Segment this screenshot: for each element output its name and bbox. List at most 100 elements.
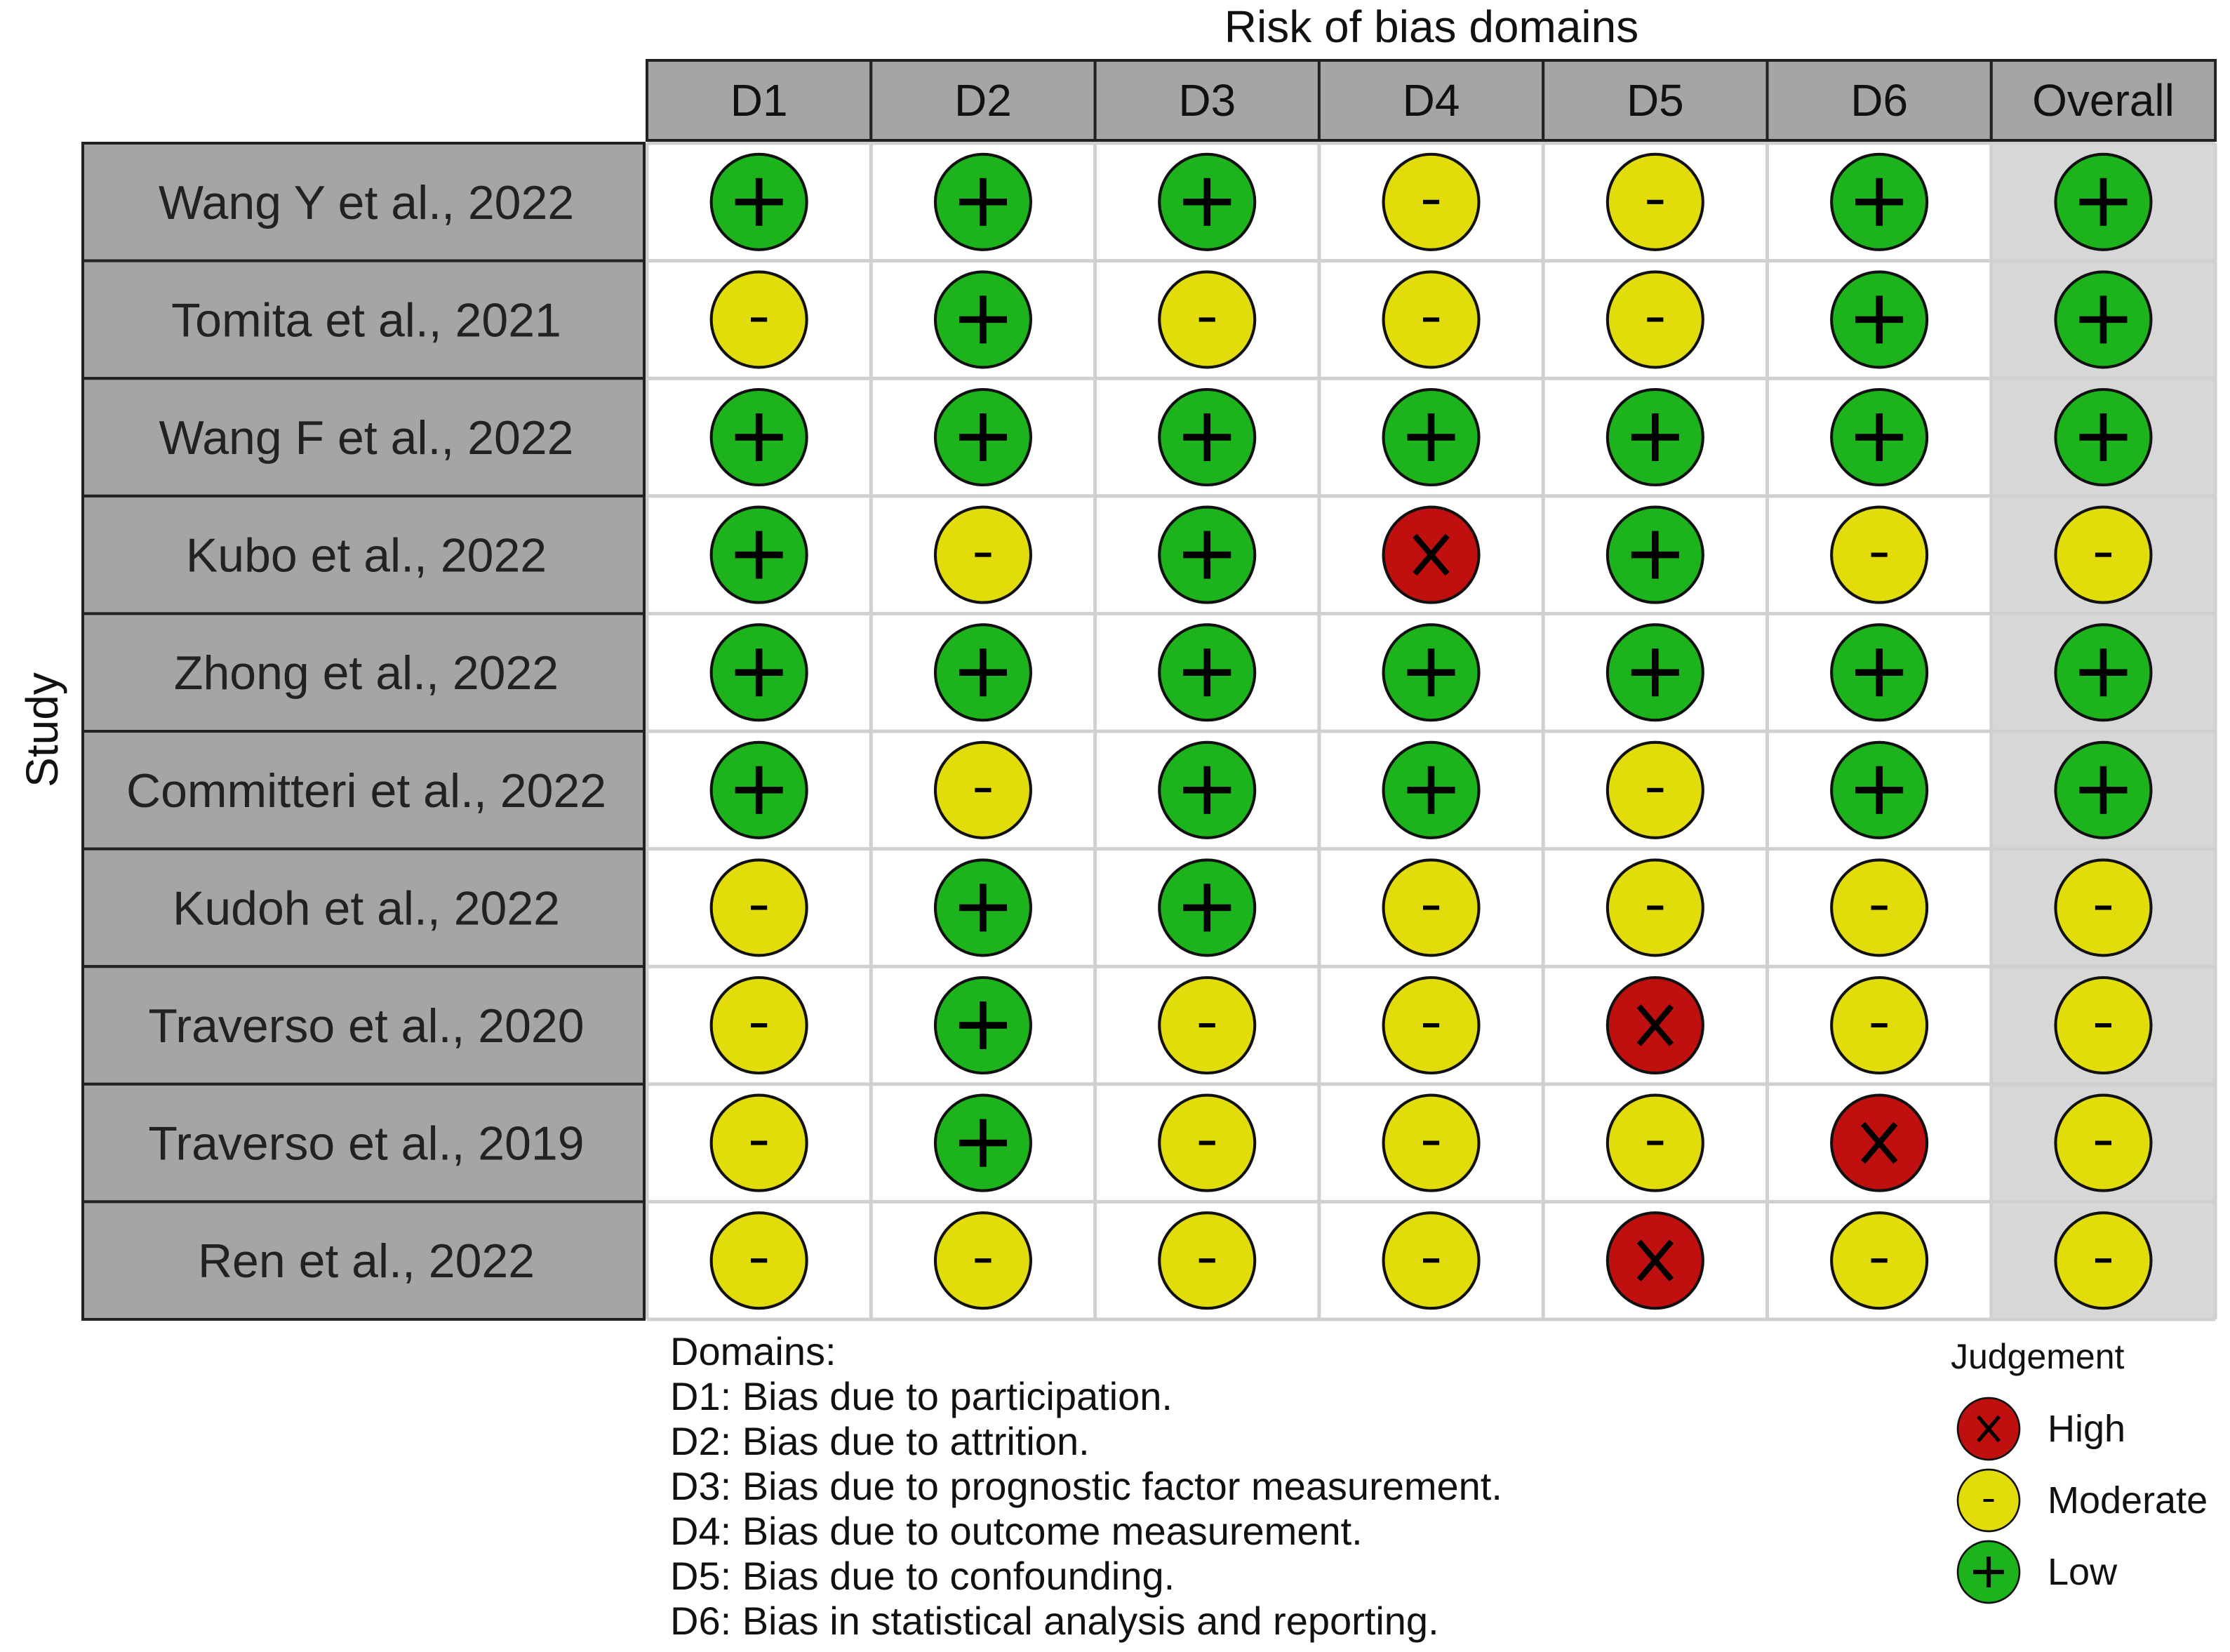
domains-heading: Domains: bbox=[670, 1329, 836, 1373]
column-header-cell bbox=[646, 59, 873, 142]
legend-low-mark bbox=[1956, 1540, 2021, 1604]
judgement-marks bbox=[709, 152, 2153, 1310]
judgement-low-mark bbox=[933, 1093, 1032, 1192]
study-label: Kubo et al., 2022 bbox=[186, 529, 547, 582]
x-symbol-b bbox=[1636, 1239, 1674, 1282]
domain-definition: D1: Bias due to participation. bbox=[670, 1374, 1173, 1418]
domain-definition: D5: Bias due to confounding. bbox=[670, 1554, 1175, 1598]
judgement-moderate-mark bbox=[1830, 1211, 1929, 1310]
column-header-label: D4 bbox=[1403, 75, 1460, 126]
column-header-label: D2 bbox=[954, 75, 1012, 126]
judgement-moderate-mark bbox=[1158, 975, 1257, 1075]
study-label-cell bbox=[81, 1200, 646, 1321]
legend-label: High bbox=[2048, 1408, 2125, 1450]
x-symbol-b bbox=[1860, 1121, 1898, 1164]
judgement-moderate-mark bbox=[1830, 975, 1929, 1075]
legend-label: Moderate bbox=[2048, 1479, 2208, 1521]
judgement-moderate-mark bbox=[709, 858, 808, 957]
judgement-low-mark bbox=[933, 975, 1032, 1075]
judgement-low-mark bbox=[1158, 623, 1257, 722]
judgement-low-mark bbox=[709, 623, 808, 722]
judgement-moderate-mark bbox=[1605, 740, 1704, 839]
y-axis-label: Study bbox=[17, 672, 67, 787]
judgement-moderate-mark bbox=[2054, 1211, 2153, 1310]
judgement-moderate-mark bbox=[1605, 858, 1704, 957]
domain-definition: D4: Bias due to outcome measurement. bbox=[670, 1509, 1363, 1553]
column-header-label: D3 bbox=[1178, 75, 1236, 126]
judgement-low-mark bbox=[1830, 740, 1929, 839]
judgement-moderate-mark bbox=[1382, 975, 1481, 1075]
column-headers: D1 D2 D3 D4 D5 D6 Overall bbox=[646, 59, 2217, 142]
judgement-low-mark bbox=[933, 270, 1032, 369]
x-symbol-b bbox=[1977, 1415, 2001, 1443]
judgement-high-mark bbox=[1605, 975, 1704, 1075]
column-header-label: D5 bbox=[1627, 75, 1684, 126]
study-label: Tomita et al., 2021 bbox=[171, 293, 561, 347]
judgement-low-mark bbox=[1830, 152, 1929, 251]
judgement-low-mark bbox=[709, 505, 808, 604]
judgement-moderate-mark bbox=[1158, 270, 1257, 369]
judgement-low-mark bbox=[1830, 387, 1929, 487]
judgement-low-mark bbox=[2054, 740, 2153, 839]
chart-title: Risk of bias domains bbox=[1224, 1, 1638, 52]
judgement-low-mark bbox=[1382, 623, 1481, 722]
judgement-moderate-mark bbox=[1382, 152, 1481, 251]
domain-definition: D6: Bias in statistical analysis and rep… bbox=[670, 1599, 1439, 1643]
judgement-moderate-mark bbox=[933, 1211, 1032, 1310]
column-header-label: D6 bbox=[1850, 75, 1908, 126]
study-label: Traverso et al., 2019 bbox=[148, 1117, 584, 1171]
column-header-cell bbox=[1093, 59, 1321, 142]
legend: Judgement High Moderate Low bbox=[1951, 1337, 2208, 1604]
judgement-low-mark bbox=[1158, 505, 1257, 604]
judgement-moderate-mark bbox=[1158, 1211, 1257, 1310]
judgement-moderate-mark bbox=[2054, 1093, 2153, 1192]
judgement-low-mark bbox=[1830, 270, 1929, 369]
study-label-cell bbox=[81, 730, 646, 851]
study-label: Kudoh et al., 2022 bbox=[173, 881, 560, 935]
domain-definition: D2: Bias due to attrition. bbox=[670, 1419, 1090, 1463]
column-header-label: D1 bbox=[730, 75, 788, 126]
judgement-moderate-mark bbox=[1382, 270, 1481, 369]
judgement-low-mark bbox=[2054, 623, 2153, 722]
judgement-low-mark bbox=[1605, 505, 1704, 604]
judgement-moderate-mark bbox=[2054, 505, 2153, 604]
judgement-high-mark bbox=[1382, 505, 1481, 604]
column-header-cell bbox=[869, 59, 1097, 142]
study-label-cell bbox=[81, 847, 646, 968]
x-symbol-b bbox=[1413, 533, 1450, 576]
legend-moderate-mark bbox=[1956, 1468, 2021, 1533]
study-label-cell bbox=[81, 142, 646, 262]
judgement-moderate-mark bbox=[2054, 858, 2153, 957]
judgement-low-mark bbox=[1830, 623, 1929, 722]
judgement-moderate-mark bbox=[1382, 858, 1481, 957]
study-label: Traverso et al., 2020 bbox=[148, 999, 584, 1053]
legend-high-mark bbox=[1956, 1397, 2021, 1461]
judgement-low-mark bbox=[1605, 387, 1704, 487]
judgement-low-mark bbox=[2054, 152, 2153, 251]
judgement-low-mark bbox=[933, 623, 1032, 722]
judgement-moderate-mark bbox=[709, 1211, 808, 1310]
judgement-low-mark bbox=[1605, 623, 1704, 722]
column-header-cell bbox=[1989, 59, 2217, 142]
domains-note: Domains:D1: Bias due to participation.D2… bbox=[670, 1329, 1502, 1643]
judgement-high-mark bbox=[1830, 1093, 1929, 1192]
judgement-moderate-mark bbox=[1605, 1093, 1704, 1192]
study-label: Wang Y et al., 2022 bbox=[159, 176, 574, 229]
judgement-moderate-mark bbox=[1830, 858, 1929, 957]
study-label: Ren et al., 2022 bbox=[198, 1234, 535, 1288]
column-header-label: Overall bbox=[2032, 75, 2175, 126]
judgement-low-mark bbox=[933, 387, 1032, 487]
judgement-moderate-mark bbox=[709, 975, 808, 1075]
judgement-low-mark bbox=[709, 387, 808, 487]
judgement-low-mark bbox=[1158, 740, 1257, 839]
study-label: Wang F et al., 2022 bbox=[159, 411, 574, 465]
judgement-low-mark bbox=[933, 152, 1032, 251]
judgement-moderate-mark bbox=[933, 505, 1032, 604]
judgement-moderate-mark bbox=[2054, 975, 2153, 1075]
judgement-low-mark bbox=[2054, 387, 2153, 487]
judgement-moderate-mark bbox=[1382, 1211, 1481, 1310]
judgement-moderate-mark bbox=[933, 740, 1032, 839]
domain-definition: D3: Bias due to prognostic factor measur… bbox=[670, 1464, 1502, 1508]
x-symbol-b bbox=[1636, 1004, 1674, 1046]
judgement-low-mark bbox=[1382, 740, 1481, 839]
